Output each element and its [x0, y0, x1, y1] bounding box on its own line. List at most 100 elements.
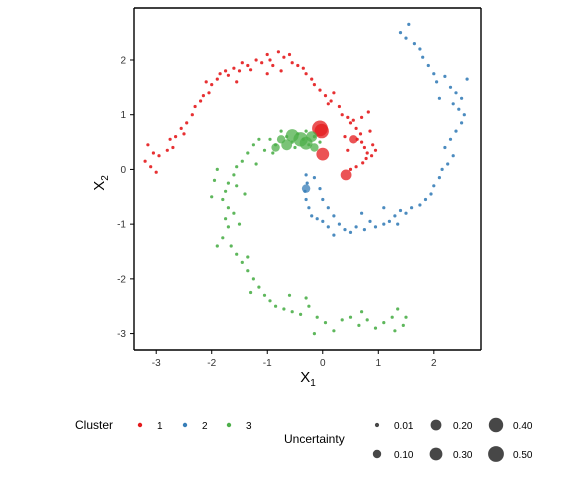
uncertain-point-cluster-3 — [285, 129, 299, 142]
data-point-cluster-2 — [432, 72, 436, 76]
data-point-cluster-1 — [370, 154, 374, 158]
uncertain-point-cluster-1 — [316, 147, 330, 161]
data-point-cluster-3 — [262, 148, 267, 152]
data-point-cluster-3 — [240, 260, 244, 264]
data-point-cluster-1 — [224, 69, 228, 73]
uncertainty-legend-key — [488, 446, 504, 462]
data-point-cluster-1 — [310, 77, 314, 81]
data-point-cluster-2 — [321, 219, 325, 223]
data-point-cluster-1 — [226, 73, 230, 77]
x-tick-label: -3 — [152, 358, 161, 369]
data-point-cluster-3 — [232, 173, 236, 177]
data-point-cluster-2 — [460, 121, 464, 125]
data-point-cluster-1 — [271, 63, 275, 68]
y-tick-label: -1 — [117, 220, 126, 231]
x-tick-label: 2 — [431, 358, 437, 369]
data-point-cluster-2 — [305, 181, 309, 185]
uncertainty-legend-key — [374, 422, 380, 428]
data-point-cluster-3 — [323, 321, 328, 325]
data-point-cluster-2 — [429, 192, 433, 196]
data-point-cluster-3 — [373, 326, 378, 330]
data-point-cluster-1 — [143, 159, 147, 163]
uncertainty-legend: Uncertainty 0.01 0.10 0.20 0.30 0.40 0.50 — [284, 417, 533, 462]
data-point-cluster-1 — [265, 72, 269, 76]
y-tick-label: 0 — [120, 165, 126, 176]
data-point-cluster-2 — [373, 225, 378, 229]
data-point-cluster-2 — [404, 36, 408, 40]
data-point-cluster-1 — [354, 165, 358, 169]
data-point-cluster-1 — [232, 66, 236, 70]
y-tick-label: 2 — [120, 55, 126, 66]
data-point-cluster-1 — [348, 167, 353, 171]
uncertainty-legend-label: 0.01 — [394, 421, 414, 432]
data-point-cluster-3 — [304, 296, 308, 300]
data-point-cluster-2 — [348, 230, 353, 234]
uncertain-point-cluster-3 — [306, 131, 318, 143]
data-point-cluster-1 — [235, 80, 239, 84]
data-point-cluster-1 — [312, 83, 316, 87]
data-point-cluster-2 — [443, 74, 447, 78]
data-point-cluster-1 — [168, 137, 172, 141]
y-tick-label: -3 — [117, 329, 126, 340]
data-point-cluster-2 — [435, 80, 439, 84]
data-point-cluster-1 — [368, 129, 372, 133]
data-point-cluster-2 — [304, 173, 308, 177]
data-point-cluster-1 — [360, 115, 364, 119]
data-point-cluster-2 — [418, 47, 422, 51]
data-point-cluster-3 — [307, 304, 311, 308]
data-point-cluster-3 — [318, 140, 322, 144]
data-point-cluster-2 — [382, 222, 386, 226]
data-point-cluster-2 — [312, 176, 316, 180]
cluster-legend-label-3: 3 — [246, 421, 252, 432]
data-point-cluster-3 — [315, 315, 319, 319]
x-axis-title-subscript: 1 — [310, 378, 316, 389]
data-point-cluster-3 — [232, 211, 236, 215]
data-point-cluster-1 — [185, 121, 189, 125]
uncertain-point-cluster-1 — [349, 135, 358, 144]
data-point-cluster-1 — [215, 77, 219, 81]
data-point-cluster-2 — [310, 214, 314, 218]
data-point-cluster-1 — [240, 61, 244, 65]
data-point-cluster-3 — [257, 285, 261, 289]
data-point-cluster-2 — [404, 211, 408, 215]
data-point-cluster-1 — [361, 161, 365, 165]
data-point-cluster-3 — [210, 195, 214, 199]
cluster-legend: Cluster 1 2 3 — [75, 418, 252, 432]
y-axis-title-subscript: 2 — [100, 175, 111, 181]
data-point-cluster-1 — [340, 113, 344, 117]
y-tick-label: 1 — [120, 110, 126, 121]
data-point-cluster-1 — [371, 143, 375, 147]
data-point-cluster-1 — [246, 63, 250, 68]
data-point-cluster-3 — [287, 293, 292, 297]
data-point-cluster-2 — [418, 203, 422, 207]
data-point-cluster-1 — [304, 72, 308, 76]
y-axis-title: X2 — [91, 175, 111, 191]
uncertainty-legend-label: 0.30 — [453, 450, 473, 461]
data-point-cluster-1 — [182, 132, 186, 136]
cluster-legend-title: Cluster — [75, 418, 113, 432]
data-point-cluster-1 — [276, 50, 280, 54]
uncertainty-legend-key — [372, 449, 382, 459]
data-point-cluster-2 — [432, 184, 436, 188]
data-point-cluster-3 — [246, 151, 250, 155]
data-point-cluster-3 — [304, 129, 308, 133]
data-point-cluster-1 — [171, 145, 175, 150]
data-point-cluster-3 — [390, 315, 394, 319]
x-tick-label: -1 — [263, 358, 272, 369]
uncertainty-legend-label: 0.10 — [394, 450, 414, 461]
data-point-cluster-1 — [362, 145, 366, 150]
data-point-cluster-3 — [393, 329, 397, 333]
y-axis-title-main: X — [91, 181, 108, 191]
data-point-cluster-1 — [301, 66, 305, 70]
cluster-legend-label-1: 1 — [157, 421, 163, 432]
data-point-cluster-3 — [332, 329, 336, 333]
data-point-cluster-1 — [337, 104, 341, 109]
data-point-cluster-1 — [190, 113, 194, 117]
data-point-cluster-3 — [268, 299, 272, 303]
data-point-cluster-2 — [440, 167, 444, 171]
points-layer — [143, 22, 469, 336]
data-point-cluster-3 — [293, 145, 297, 150]
data-point-cluster-2 — [412, 42, 416, 46]
uncertain-point-cluster-1 — [340, 169, 352, 181]
data-point-cluster-2 — [321, 197, 325, 202]
